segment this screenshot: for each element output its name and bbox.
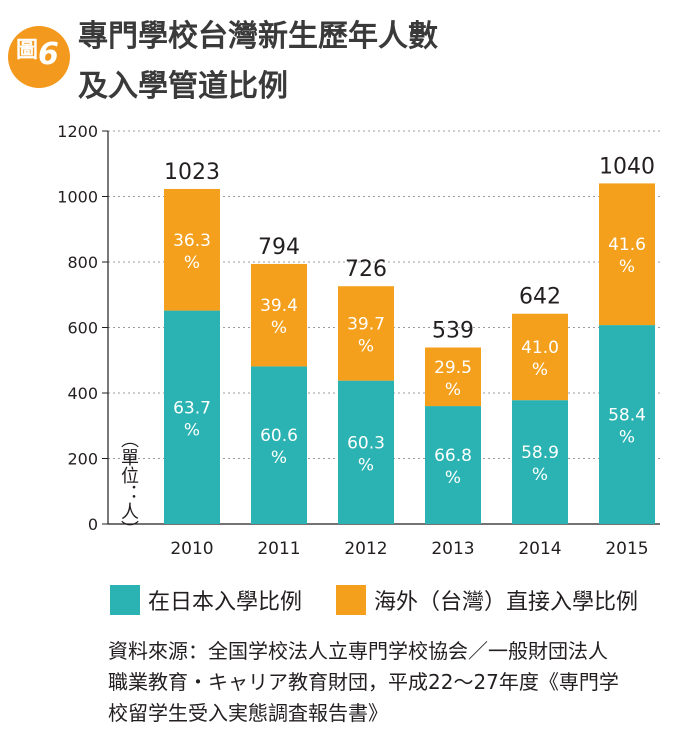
data-label-japan-percent-sign: % (445, 468, 461, 488)
figure-badge (8, 26, 70, 88)
data-label-japan-percent-sign: % (532, 465, 548, 485)
y-tick-label: 1200 (57, 122, 98, 141)
bar-segment-japan (251, 366, 307, 524)
data-label-total: 539 (432, 318, 474, 343)
data-label-overseas-percent: 39.4 (260, 296, 298, 316)
data-label-japan-percent-sign: % (358, 455, 374, 475)
legend-label-overseas: 海外（台灣）直接入學比例 (374, 590, 639, 615)
bar-segment-overseas (425, 347, 481, 407)
data-label-overseas-percent: 41.6 (608, 235, 646, 255)
unit-label-text: （單位：人） (118, 430, 139, 538)
data-label-total: 642 (519, 285, 561, 310)
legend-label-japan: 在日本入學比例 (148, 590, 303, 615)
data-label-overseas-percent: 41.0 (521, 338, 559, 358)
data-label-japan-percent-sign: % (184, 420, 200, 440)
data-label-japan-percent: 66.8 (434, 446, 472, 466)
data-label-japan-percent-sign: % (271, 448, 287, 468)
x-tick-label: 2014 (518, 539, 561, 559)
unit-label: （單位：人） (118, 430, 144, 538)
badge-number: 6 (38, 37, 59, 72)
data-label-japan-percent-sign: % (619, 428, 635, 448)
chart-title-line2: 及入學管道比例 (78, 69, 288, 104)
bar-segment-overseas (164, 188, 220, 311)
bar-segment-japan (338, 380, 394, 524)
y-tick-label: 1000 (57, 188, 98, 207)
y-tick-label: 200 (67, 450, 98, 469)
source-note: 資料來源：全国学校法人立専門学校協会／一般財団法人 職業教育・キャリア教育財団，… (108, 636, 688, 729)
data-label-overseas-percent-sign: % (445, 380, 461, 400)
data-label-overseas-percent: 36.3 (173, 231, 211, 251)
data-label-japan-percent: 58.9 (521, 443, 559, 463)
bar-segment-japan (599, 325, 655, 524)
source-line-2: 職業教育・キャリア教育財団，平成22〜27年度《専門学 (108, 670, 619, 694)
legend-item-japan: 在日本入學比例 (110, 585, 302, 615)
data-label-overseas-percent: 29.5 (434, 358, 472, 378)
data-label-overseas-percent-sign: % (358, 336, 374, 356)
data-label-total: 726 (345, 257, 387, 282)
data-label-total: 1040 (599, 154, 655, 179)
data-label-overseas-percent-sign: % (619, 257, 635, 277)
y-tick-label: 0 (88, 515, 98, 534)
data-label-overseas-percent-sign: % (271, 318, 287, 338)
legend-swatch-overseas (336, 585, 366, 615)
bar-segment-japan (164, 310, 220, 524)
data-label-japan-percent: 60.6 (260, 426, 298, 446)
bar-segment-overseas (251, 263, 307, 367)
stacked-bar-chart: 02004006008001000120063.7%36.3%102320106… (57, 122, 660, 559)
data-label-total: 794 (258, 235, 300, 260)
x-tick-label: 2010 (170, 539, 213, 559)
legend-item-overseas: 海外（台灣）直接入學比例 (336, 585, 638, 615)
bar-segment-japan (425, 406, 481, 524)
source-line-3: 校留学生受入実態調査報告書》 (108, 701, 388, 725)
data-label-japan-percent: 58.4 (608, 406, 646, 426)
data-label-japan-percent: 63.7 (173, 398, 211, 418)
bar-segment-overseas (338, 286, 394, 381)
x-tick-label: 2015 (605, 539, 648, 559)
data-label-overseas-percent: 39.7 (347, 314, 385, 334)
legend-swatch-japan (110, 585, 140, 615)
bar-segment-overseas (512, 313, 568, 401)
x-tick-label: 2012 (344, 539, 387, 559)
badge-label: 圖 (16, 38, 39, 63)
bar-segment-japan (512, 400, 568, 524)
x-tick-label: 2013 (431, 539, 474, 559)
data-label-total: 1023 (164, 160, 220, 185)
y-tick-label: 600 (67, 319, 98, 338)
source-line-1: 資料來源：全国学校法人立専門学校協会／一般財団法人 (108, 639, 608, 663)
data-label-japan-percent: 60.3 (347, 433, 385, 453)
y-tick-label: 400 (67, 384, 98, 403)
x-tick-label: 2011 (257, 539, 300, 559)
y-tick-label: 800 (67, 253, 98, 272)
data-label-overseas-percent-sign: % (184, 253, 200, 273)
chart-title-line1: 專門學校台灣新生歷年人數 (78, 19, 438, 54)
data-label-overseas-percent-sign: % (532, 360, 548, 380)
bar-segment-overseas (599, 183, 655, 326)
